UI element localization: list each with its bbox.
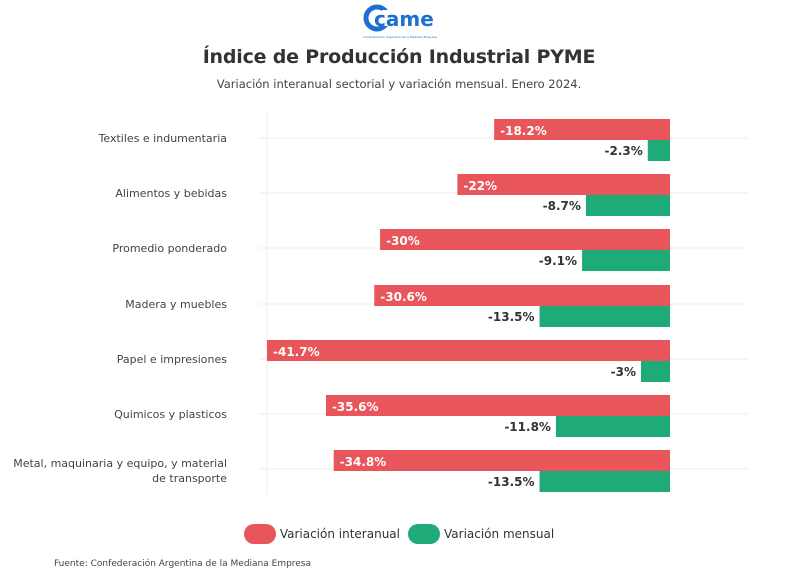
category-label-line: Madera y muebles [125, 298, 227, 311]
bar-interanual [380, 229, 670, 250]
bar-label-interanual: -30% [386, 234, 420, 248]
legend-label-mensual: Variación mensual [444, 527, 555, 541]
category-label: Promedio ponderado [112, 242, 227, 255]
bar-label-mensual: -13.5% [488, 310, 535, 324]
bar-mensual [641, 361, 670, 382]
category-label: Metal, maquinaria y equipo, y material de… [13, 457, 227, 485]
came-logo-mark: came [363, 4, 434, 32]
bar-label-mensual: -3% [611, 365, 636, 379]
category-label-line: Quimicos y plasticos [114, 408, 227, 421]
category-label-line: Promedio ponderado [112, 242, 227, 255]
bar-label-interanual: -34.8% [340, 455, 387, 469]
bar-mensual [585, 195, 670, 216]
bar-label-interanual: -35.6% [332, 400, 379, 414]
bar-interanual [267, 340, 670, 361]
category-label-line: de transporte [152, 472, 227, 485]
category-label: Quimicos y plasticos [114, 408, 227, 421]
logo-tagline: Confederación Argentina de la Mediana Em… [363, 35, 437, 39]
legend: Variación interanual Variación mensual [0, 524, 798, 544]
bar-interanual [457, 174, 670, 195]
bar-label-mensual: -2.3% [605, 144, 643, 158]
category-label-line: Textiles e indumentaria [98, 132, 227, 145]
category-label-line: Alimentos y bebidas [115, 187, 227, 200]
category-label-line: Metal, maquinaria y equipo, y material [13, 457, 227, 470]
legend-item-mensual[interactable]: Variación mensual [408, 524, 554, 544]
bar-mensual [582, 250, 670, 271]
chart-title: Índice de Producción Industrial PYME [202, 46, 596, 68]
bar-interanual [494, 119, 670, 140]
chart-subtitle: Variación interanual sectorial y variaci… [216, 77, 582, 91]
category-label-line: Papel e impresiones [117, 353, 228, 366]
legend-swatch-mensual [408, 524, 440, 544]
legend-item-interanual[interactable]: Variación interanual [243, 524, 400, 544]
bar-label-mensual: -13.5% [488, 475, 535, 489]
bar-label-mensual: -8.7% [543, 199, 581, 213]
bar-label-interanual: -22% [463, 179, 497, 193]
bar-interanual [333, 450, 670, 471]
logo-text: came [374, 7, 434, 31]
bar-mensual [539, 306, 670, 327]
came-logo: came Confederación Argentina de la Media… [363, 4, 437, 39]
bar-mensual [647, 140, 670, 161]
bar-label-mensual: -9.1% [539, 254, 577, 268]
bar-interanual [325, 395, 670, 416]
bar-label-interanual: -30.6% [380, 290, 427, 304]
bar-label-interanual: -41.7% [273, 345, 320, 359]
legend-label-interanual: Variación interanual [279, 527, 400, 541]
legend-swatch-interanual [243, 524, 276, 544]
bar-interanual [374, 285, 670, 306]
source-note: Fuente: Confederación Argentina de la Me… [54, 559, 312, 569]
category-label: Textiles e indumentaria [98, 132, 227, 145]
category-label: Papel e impresiones [117, 353, 228, 366]
bar-label-interanual: -18.2% [500, 124, 547, 138]
category-label: Madera y muebles [125, 298, 227, 311]
bar-mensual [555, 416, 670, 437]
category-label: Alimentos y bebidas [115, 187, 227, 200]
bar-label-mensual: -11.8% [504, 420, 551, 434]
bar-mensual [539, 471, 670, 492]
